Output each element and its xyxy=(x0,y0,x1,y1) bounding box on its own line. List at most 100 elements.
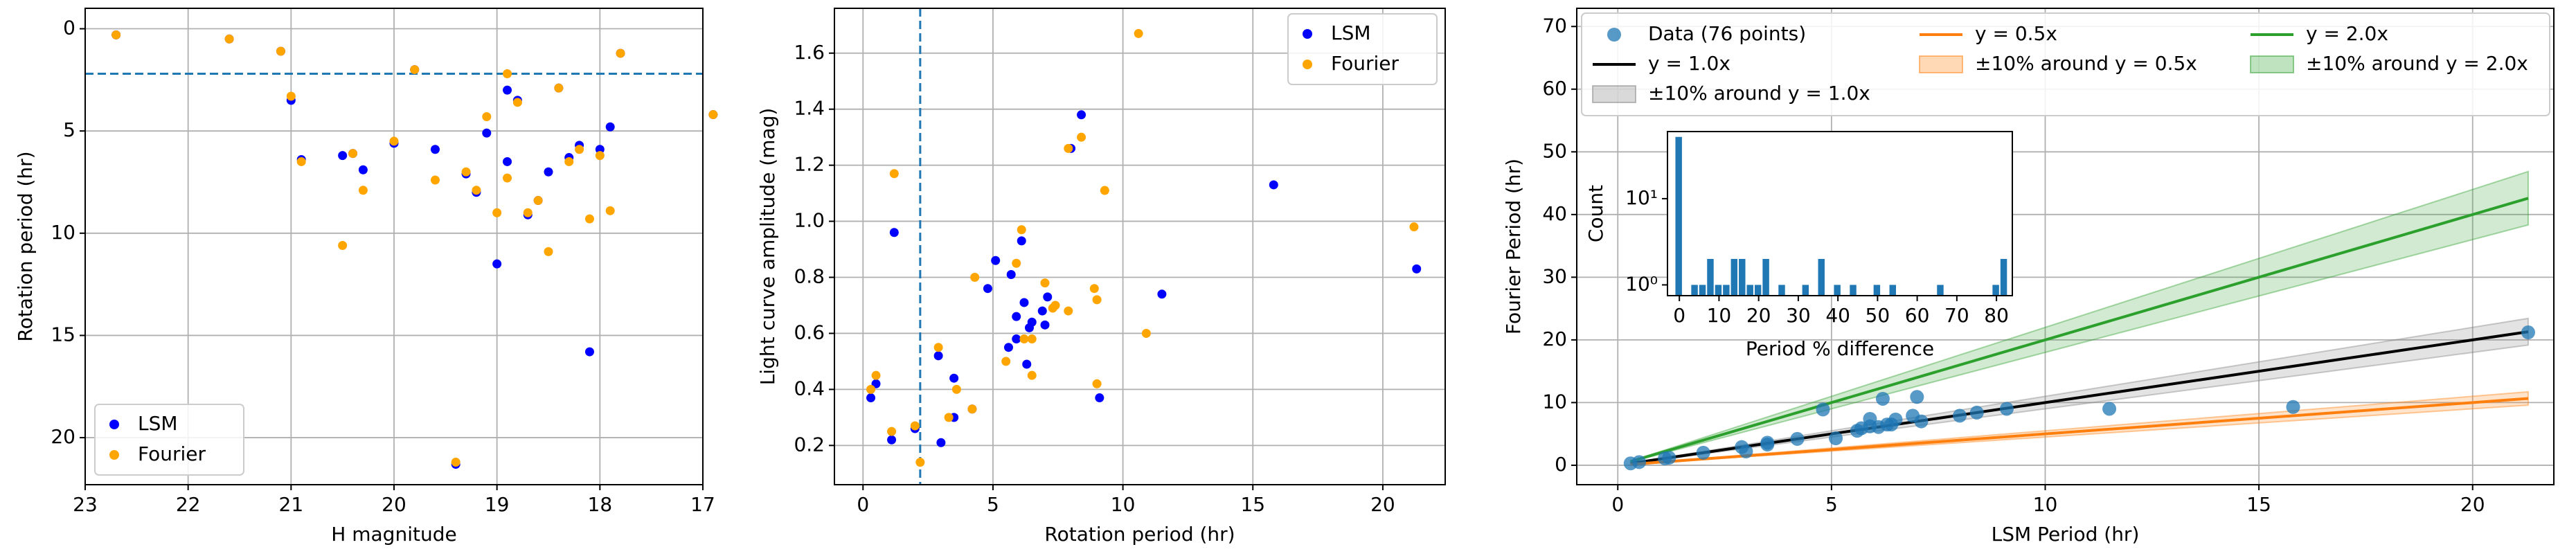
scatter-point xyxy=(451,458,460,467)
y-tick-label: 10 xyxy=(1542,390,1567,413)
scatter-point xyxy=(933,343,943,352)
legend-label: y = 1.0x xyxy=(1648,52,1730,75)
y-tick-label: 0.8 xyxy=(794,265,825,288)
axes-background xyxy=(1667,132,2012,296)
y-tick-label: 0.4 xyxy=(794,377,825,400)
x-tick-label: 22 xyxy=(176,493,201,516)
x-tick-label: 80 xyxy=(1984,304,2009,327)
x-axis-label: H magnitude xyxy=(331,523,456,546)
scatter-point xyxy=(276,46,285,56)
histogram-bar xyxy=(1850,285,1857,296)
y-tick-label: 1.4 xyxy=(794,97,825,120)
legend-label: Data (76 points) xyxy=(1648,22,1806,45)
histogram-bar xyxy=(1834,285,1841,296)
scatter-point xyxy=(1092,295,1102,305)
scatter-point xyxy=(503,156,512,166)
histogram-bar xyxy=(1754,285,1762,296)
x-tick-label: 50 xyxy=(1866,304,1890,327)
scatter-point xyxy=(348,149,358,159)
y-tick-label: 15 xyxy=(51,323,75,346)
legend-marker xyxy=(1607,28,1621,42)
scatter-point xyxy=(1141,328,1151,338)
scatter-point xyxy=(1077,110,1086,120)
scatter-point xyxy=(1012,258,1021,268)
legend-patch xyxy=(1592,85,1636,103)
x-tick-label: 10 xyxy=(1707,304,1732,327)
y-tick-label: 1.6 xyxy=(794,41,825,64)
scatter-point xyxy=(944,413,954,422)
x-tick-label: 0 xyxy=(1611,493,1624,516)
scatter-point xyxy=(492,208,502,217)
fit-line xyxy=(1630,397,2529,466)
histogram-bar xyxy=(1873,285,1881,296)
histogram-bar xyxy=(2000,258,2007,296)
x-tick-label: 20 xyxy=(1370,493,1395,516)
scatter-point xyxy=(1739,445,1753,459)
scatter-point xyxy=(1027,334,1037,344)
scatter-point xyxy=(910,421,920,431)
histogram-bar xyxy=(1699,285,1706,296)
legend-marker xyxy=(1303,60,1312,69)
scatter-point xyxy=(554,83,564,93)
scatter-point xyxy=(1880,418,1895,432)
y-tick-label: 10⁰ xyxy=(1625,272,1658,295)
x-tick-label: 0 xyxy=(1673,304,1685,327)
histogram-bar xyxy=(1762,258,1769,296)
legend-marker xyxy=(109,420,119,429)
y-axis-label: Rotation period (hr) xyxy=(14,151,37,341)
y-tick-label: 0.2 xyxy=(794,433,825,456)
scatter-point xyxy=(358,165,368,174)
y-tick-label: 10 xyxy=(51,221,75,244)
axes-frame xyxy=(834,8,1446,485)
scatter-point xyxy=(482,128,492,138)
scatter-point xyxy=(1012,312,1021,321)
scatter-point xyxy=(544,246,553,256)
y-tick-label: 70 xyxy=(1542,14,1567,37)
scatter-point xyxy=(1863,419,1877,433)
x-tick-label: 5 xyxy=(987,493,999,516)
fit-line xyxy=(1630,330,2529,465)
scatter-point xyxy=(389,136,399,146)
axes-frame xyxy=(84,8,704,485)
scatter-point xyxy=(472,186,481,195)
x-tick-label: 17 xyxy=(690,493,715,516)
scatter-point xyxy=(915,458,925,467)
scatter-point xyxy=(430,145,440,154)
scatter-point xyxy=(338,151,348,161)
y-tick-label: 10¹ xyxy=(1625,186,1658,209)
scatter-point xyxy=(866,384,876,394)
scatter-point xyxy=(2102,402,2117,416)
x-tick-label: 10 xyxy=(2033,493,2058,516)
scatter-point xyxy=(1269,180,1278,190)
scatter-point xyxy=(575,145,584,154)
legend-box xyxy=(1287,13,1438,85)
scatter-point xyxy=(1409,222,1419,232)
scatter-point xyxy=(111,30,121,39)
histogram-bar xyxy=(1889,285,1896,296)
x-tick-label: 20 xyxy=(1746,304,1771,327)
scatter-point xyxy=(866,393,876,403)
histogram-bar xyxy=(1937,285,1944,296)
scatter-point xyxy=(1006,269,1016,279)
scatter-point xyxy=(512,98,522,107)
legend-label: ±10% around y = 0.5x xyxy=(1975,52,2197,75)
scatter-point xyxy=(296,156,306,166)
scatter-point xyxy=(1157,289,1167,299)
scatter-point xyxy=(967,404,977,414)
x-tick-label: 40 xyxy=(1825,304,1850,327)
scatter-point xyxy=(430,175,440,185)
axes-frame xyxy=(1576,8,2555,485)
x-tick-label: 5 xyxy=(1825,493,1838,516)
scatter-point xyxy=(1790,431,1805,446)
scatter-point xyxy=(1696,445,1710,460)
y-tick-label: 0 xyxy=(1555,453,1567,476)
legend-label: y = 0.5x xyxy=(1975,22,2057,45)
scatter-point xyxy=(1829,431,1843,446)
histogram-bar xyxy=(1691,285,1698,296)
scatter-point xyxy=(1019,298,1029,307)
scatter-point xyxy=(544,167,553,177)
scatter-point xyxy=(2286,400,2300,414)
histogram-bar xyxy=(1675,136,1682,296)
scatter-point xyxy=(1816,402,1830,417)
scatter-point xyxy=(889,169,899,179)
